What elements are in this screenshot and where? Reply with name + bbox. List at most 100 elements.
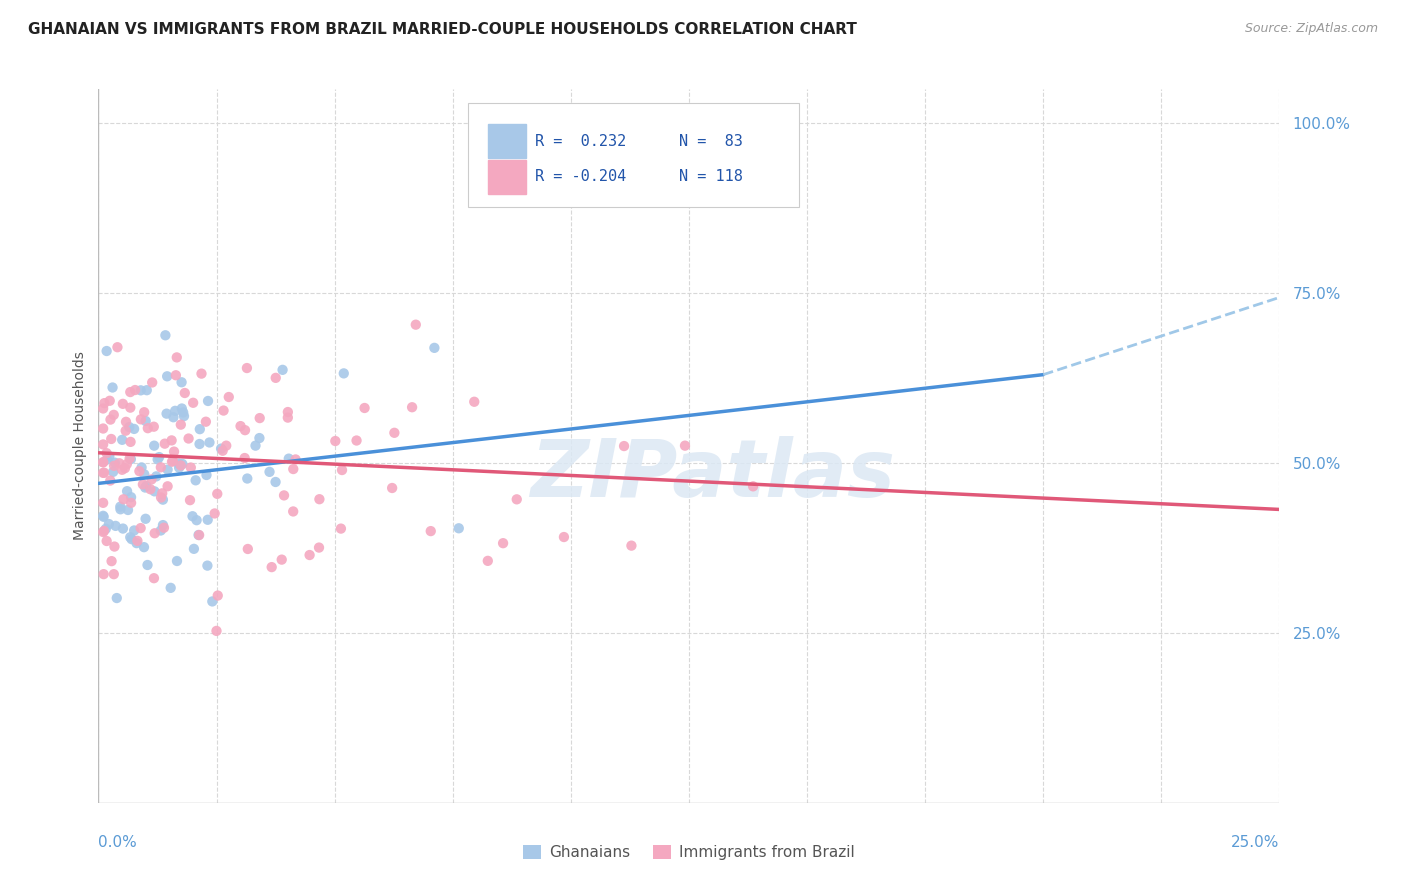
- Point: [94, 522, 117, 536]
- Point: [283, 462, 305, 476]
- Point: [129, 384, 152, 398]
- Point: [91, 508, 114, 523]
- Point: [165, 404, 187, 418]
- Point: [91, 466, 114, 480]
- Point: [170, 417, 193, 432]
- Point: [308, 492, 330, 507]
- Point: [207, 487, 229, 501]
- Point: [114, 461, 136, 475]
- Point: [353, 401, 375, 415]
- Point: [91, 401, 114, 416]
- Point: [194, 415, 217, 429]
- Point: [112, 492, 135, 507]
- Point: [405, 318, 427, 332]
- Point: [150, 486, 173, 500]
- Point: [190, 367, 212, 381]
- Point: [122, 524, 145, 538]
- Point: [212, 403, 235, 417]
- Y-axis label: Married-couple Households: Married-couple Households: [73, 351, 87, 541]
- Text: N =  83: N = 83: [679, 134, 744, 149]
- Text: Source: ZipAtlas.com: Source: ZipAtlas.com: [1244, 22, 1378, 36]
- Point: [98, 450, 121, 464]
- Point: [120, 496, 142, 510]
- Point: [180, 460, 202, 475]
- Point: [166, 351, 188, 365]
- Point: [284, 452, 307, 467]
- Point: [93, 509, 115, 524]
- Text: GHANAIAN VS IMMIGRANTS FROM BRAZIL MARRIED-COUPLE HOUSEHOLDS CORRELATION CHART: GHANAIAN VS IMMIGRANTS FROM BRAZIL MARRI…: [28, 22, 858, 37]
- Point: [160, 434, 183, 448]
- Point: [270, 552, 292, 566]
- Point: [249, 411, 271, 425]
- Point: [91, 496, 114, 510]
- Point: [103, 540, 125, 554]
- Point: [159, 581, 181, 595]
- Point: [156, 369, 179, 384]
- Point: [96, 534, 118, 549]
- Point: [271, 363, 294, 377]
- Point: [150, 491, 173, 505]
- Point: [128, 464, 150, 478]
- Text: N = 118: N = 118: [679, 169, 744, 185]
- Point: [121, 532, 143, 546]
- Text: R =  0.232: R = 0.232: [536, 134, 627, 149]
- Point: [124, 383, 146, 397]
- Point: [100, 432, 122, 446]
- Point: [120, 530, 142, 544]
- Point: [141, 376, 163, 390]
- Point: [156, 479, 179, 493]
- Point: [506, 492, 529, 507]
- Point: [118, 451, 141, 466]
- Point: [93, 466, 115, 480]
- Point: [115, 415, 138, 429]
- Point: [197, 558, 219, 573]
- Point: [423, 341, 446, 355]
- Text: ZIPatlas: ZIPatlas: [530, 435, 896, 514]
- Point: [141, 472, 163, 486]
- Point: [125, 536, 148, 550]
- Point: [277, 405, 299, 419]
- Point: [447, 521, 470, 535]
- Point: [207, 589, 229, 603]
- Point: [118, 420, 141, 434]
- Point: [120, 385, 142, 400]
- Point: [105, 591, 128, 605]
- Point: [135, 414, 157, 428]
- Point: [131, 460, 153, 475]
- Point: [152, 492, 174, 507]
- Point: [308, 541, 330, 555]
- Point: [104, 519, 127, 533]
- Point: [129, 521, 152, 535]
- Point: [323, 434, 346, 448]
- Point: [143, 526, 166, 541]
- Point: [346, 434, 368, 448]
- Point: [197, 394, 219, 409]
- Legend: Ghanaians, Immigrants from Brazil: Ghanaians, Immigrants from Brazil: [517, 839, 860, 866]
- Point: [179, 493, 201, 508]
- Point: [330, 463, 353, 477]
- Point: [91, 437, 114, 451]
- Point: [120, 490, 142, 504]
- Point: [188, 437, 211, 451]
- Point: [149, 460, 172, 475]
- Point: [162, 410, 184, 425]
- Point: [187, 528, 209, 542]
- Point: [197, 513, 219, 527]
- Point: [215, 439, 238, 453]
- Point: [198, 435, 221, 450]
- Point: [110, 502, 132, 516]
- Point: [145, 469, 167, 483]
- Point: [100, 412, 122, 426]
- Point: [149, 524, 172, 538]
- Point: [111, 433, 134, 447]
- Point: [111, 397, 134, 411]
- Point: [236, 541, 259, 556]
- Point: [165, 368, 187, 383]
- Point: [673, 439, 696, 453]
- Point: [333, 367, 356, 381]
- Point: [143, 571, 166, 585]
- Point: [181, 396, 204, 410]
- Point: [111, 463, 134, 477]
- Point: [245, 439, 267, 453]
- Point: [166, 554, 188, 568]
